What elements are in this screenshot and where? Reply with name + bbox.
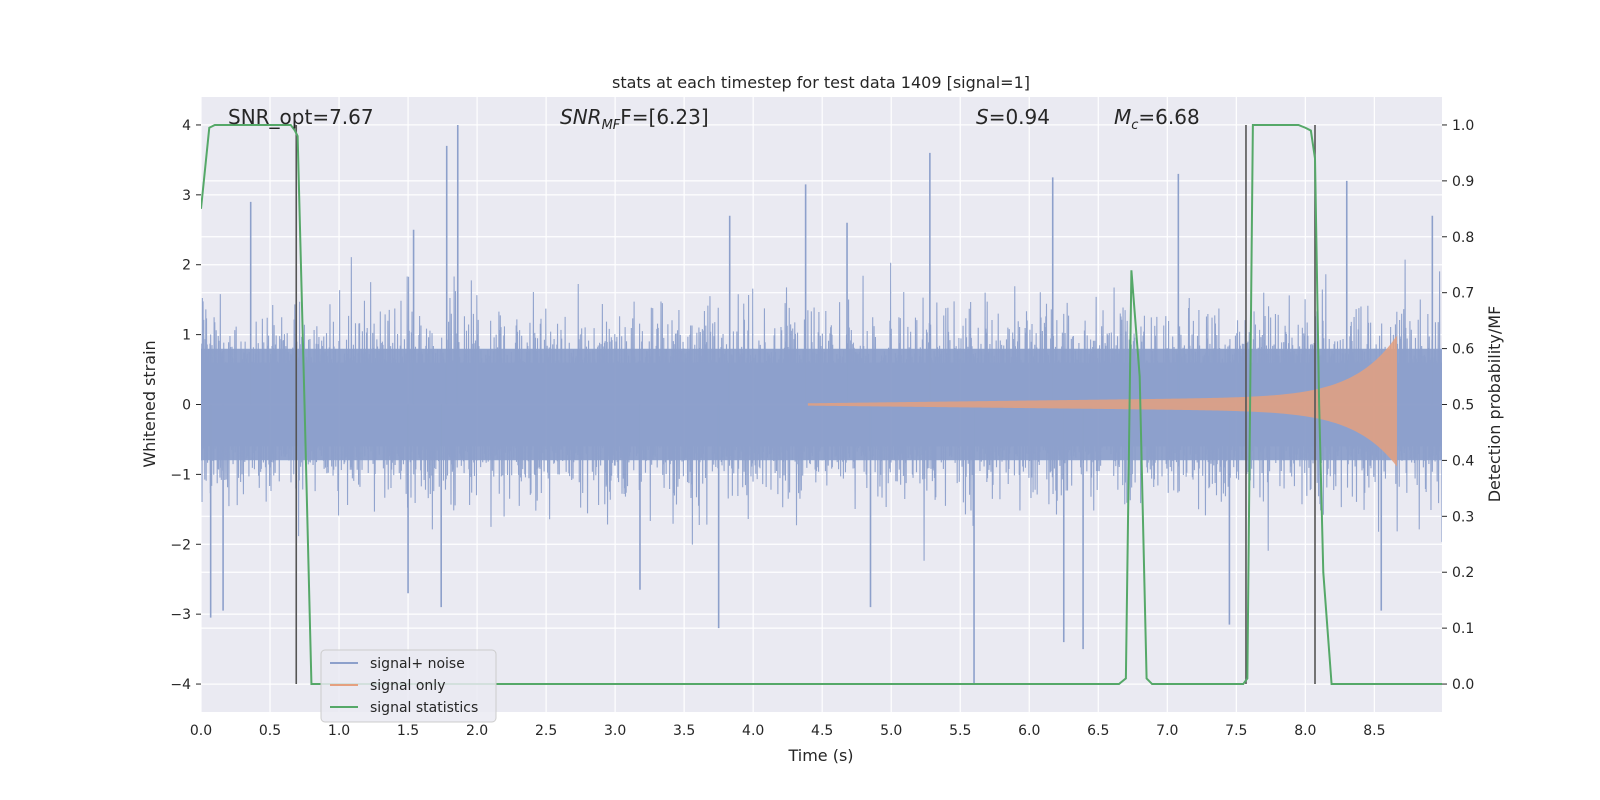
legend: signal+ noise signal only signal statist… (320, 649, 497, 723)
y2-tick-label: 0.1 (1452, 621, 1474, 637)
x-tick-label: 6.0 (1018, 723, 1040, 739)
s-symbol: S (976, 105, 989, 129)
x-tick-label: 6.5 (1087, 723, 1109, 739)
y2-tick-label: 1.0 (1452, 118, 1474, 134)
y-axis-label: Whitened strain (140, 340, 159, 467)
y-tick-label: −4 (170, 677, 191, 693)
x-tick-label: 7.0 (1156, 723, 1178, 739)
y-tick-label: 1 (182, 328, 191, 344)
signal-statistics-line (201, 123, 1442, 686)
y2-tick-label: 0.2 (1452, 565, 1474, 581)
y-tick-label: 3 (182, 188, 191, 204)
snr-opt-annotation: SNR_opt=7.67 (228, 105, 374, 129)
y-tick-label: 4 (182, 118, 191, 134)
legend-label-signal-statistics: signal statistics (370, 700, 478, 716)
y2-tick-label: 0.7 (1452, 286, 1474, 302)
mc-subscript: c (1131, 118, 1138, 133)
snr-mf-annotation: SNRMFF=[6.23] (560, 105, 709, 133)
x-axis-label: Time (s) (787, 746, 853, 765)
x-tick-label: 7.5 (1225, 723, 1247, 739)
x-tick-label: 2.5 (535, 723, 557, 739)
y2-axis-label: Detection probability/MF (1485, 306, 1504, 503)
y2-tick-label: 0.0 (1452, 677, 1474, 693)
y-tick-label: 0 (182, 398, 191, 414)
y-tick-label: 2 (182, 258, 191, 274)
legend-label-signal-only: signal only (370, 678, 445, 694)
x-tick-label: 8.5 (1363, 723, 1385, 739)
y2-tick-label: 0.8 (1452, 230, 1474, 246)
x-tick-label: 2.0 (466, 723, 488, 739)
mc-annotation: Mc=6.68 (1114, 105, 1200, 133)
mc-value: =6.68 (1138, 105, 1199, 129)
x-tick-label: 5.5 (949, 723, 971, 739)
x-tick-label: 0.5 (259, 723, 281, 739)
x-tick-label: 4.5 (811, 723, 833, 739)
x-tick-label: 0.0 (190, 723, 212, 739)
legend-box (320, 649, 497, 723)
y2-tick-label: 0.9 (1452, 174, 1474, 190)
x-tick-label: 5.0 (880, 723, 902, 739)
chart-title: stats at each timestep for test data 140… (612, 73, 1030, 92)
snr-mf-subscript: MF (602, 118, 621, 133)
s-annotation: S=0.94 (976, 105, 1050, 129)
x-tick-label: 3.5 (673, 723, 695, 739)
x-tick-label: 1.5 (397, 723, 419, 739)
snr-mf-value: F=[6.23] (620, 105, 708, 129)
x-tick-label: 3.0 (604, 723, 626, 739)
x-tick-labels: 0.0 0.5 1.0 1.5 2.0 2.5 3.0 3.5 4.0 4.5 5.0 5.5 6.0 6… (190, 723, 1386, 739)
y2-tick-labels: 1.0 0.9 0.8 0.7 0.6 0.5 0.4 0.3 0.2 0.1 0.0 (1442, 118, 1474, 693)
signal-only-chirp (807, 335, 1397, 467)
x-tick-label: 1.0 (328, 723, 350, 739)
legend-label-signal-noise: signal+ noise (370, 656, 465, 672)
x-tick-label: 4.0 (742, 723, 764, 739)
series-layer (201, 123, 1442, 686)
s-value: =0.94 (989, 105, 1050, 129)
y2-tick-label: 0.3 (1452, 509, 1474, 525)
y2-tick-label: 0.5 (1452, 398, 1474, 414)
mc-symbol: M (1114, 105, 1131, 129)
y2-tick-label: 0.4 (1452, 453, 1474, 469)
snr-mf-symbol: SNR (560, 105, 602, 129)
y-tick-label: −3 (170, 607, 191, 623)
y-tick-label: −1 (170, 467, 191, 483)
y-tick-labels: 4 3 2 1 0 −1 −2 −3 −4 (170, 118, 201, 693)
x-tick-label: 8.0 (1294, 723, 1316, 739)
y2-tick-label: 0.6 (1452, 342, 1474, 358)
y-tick-label: −2 (170, 537, 191, 553)
